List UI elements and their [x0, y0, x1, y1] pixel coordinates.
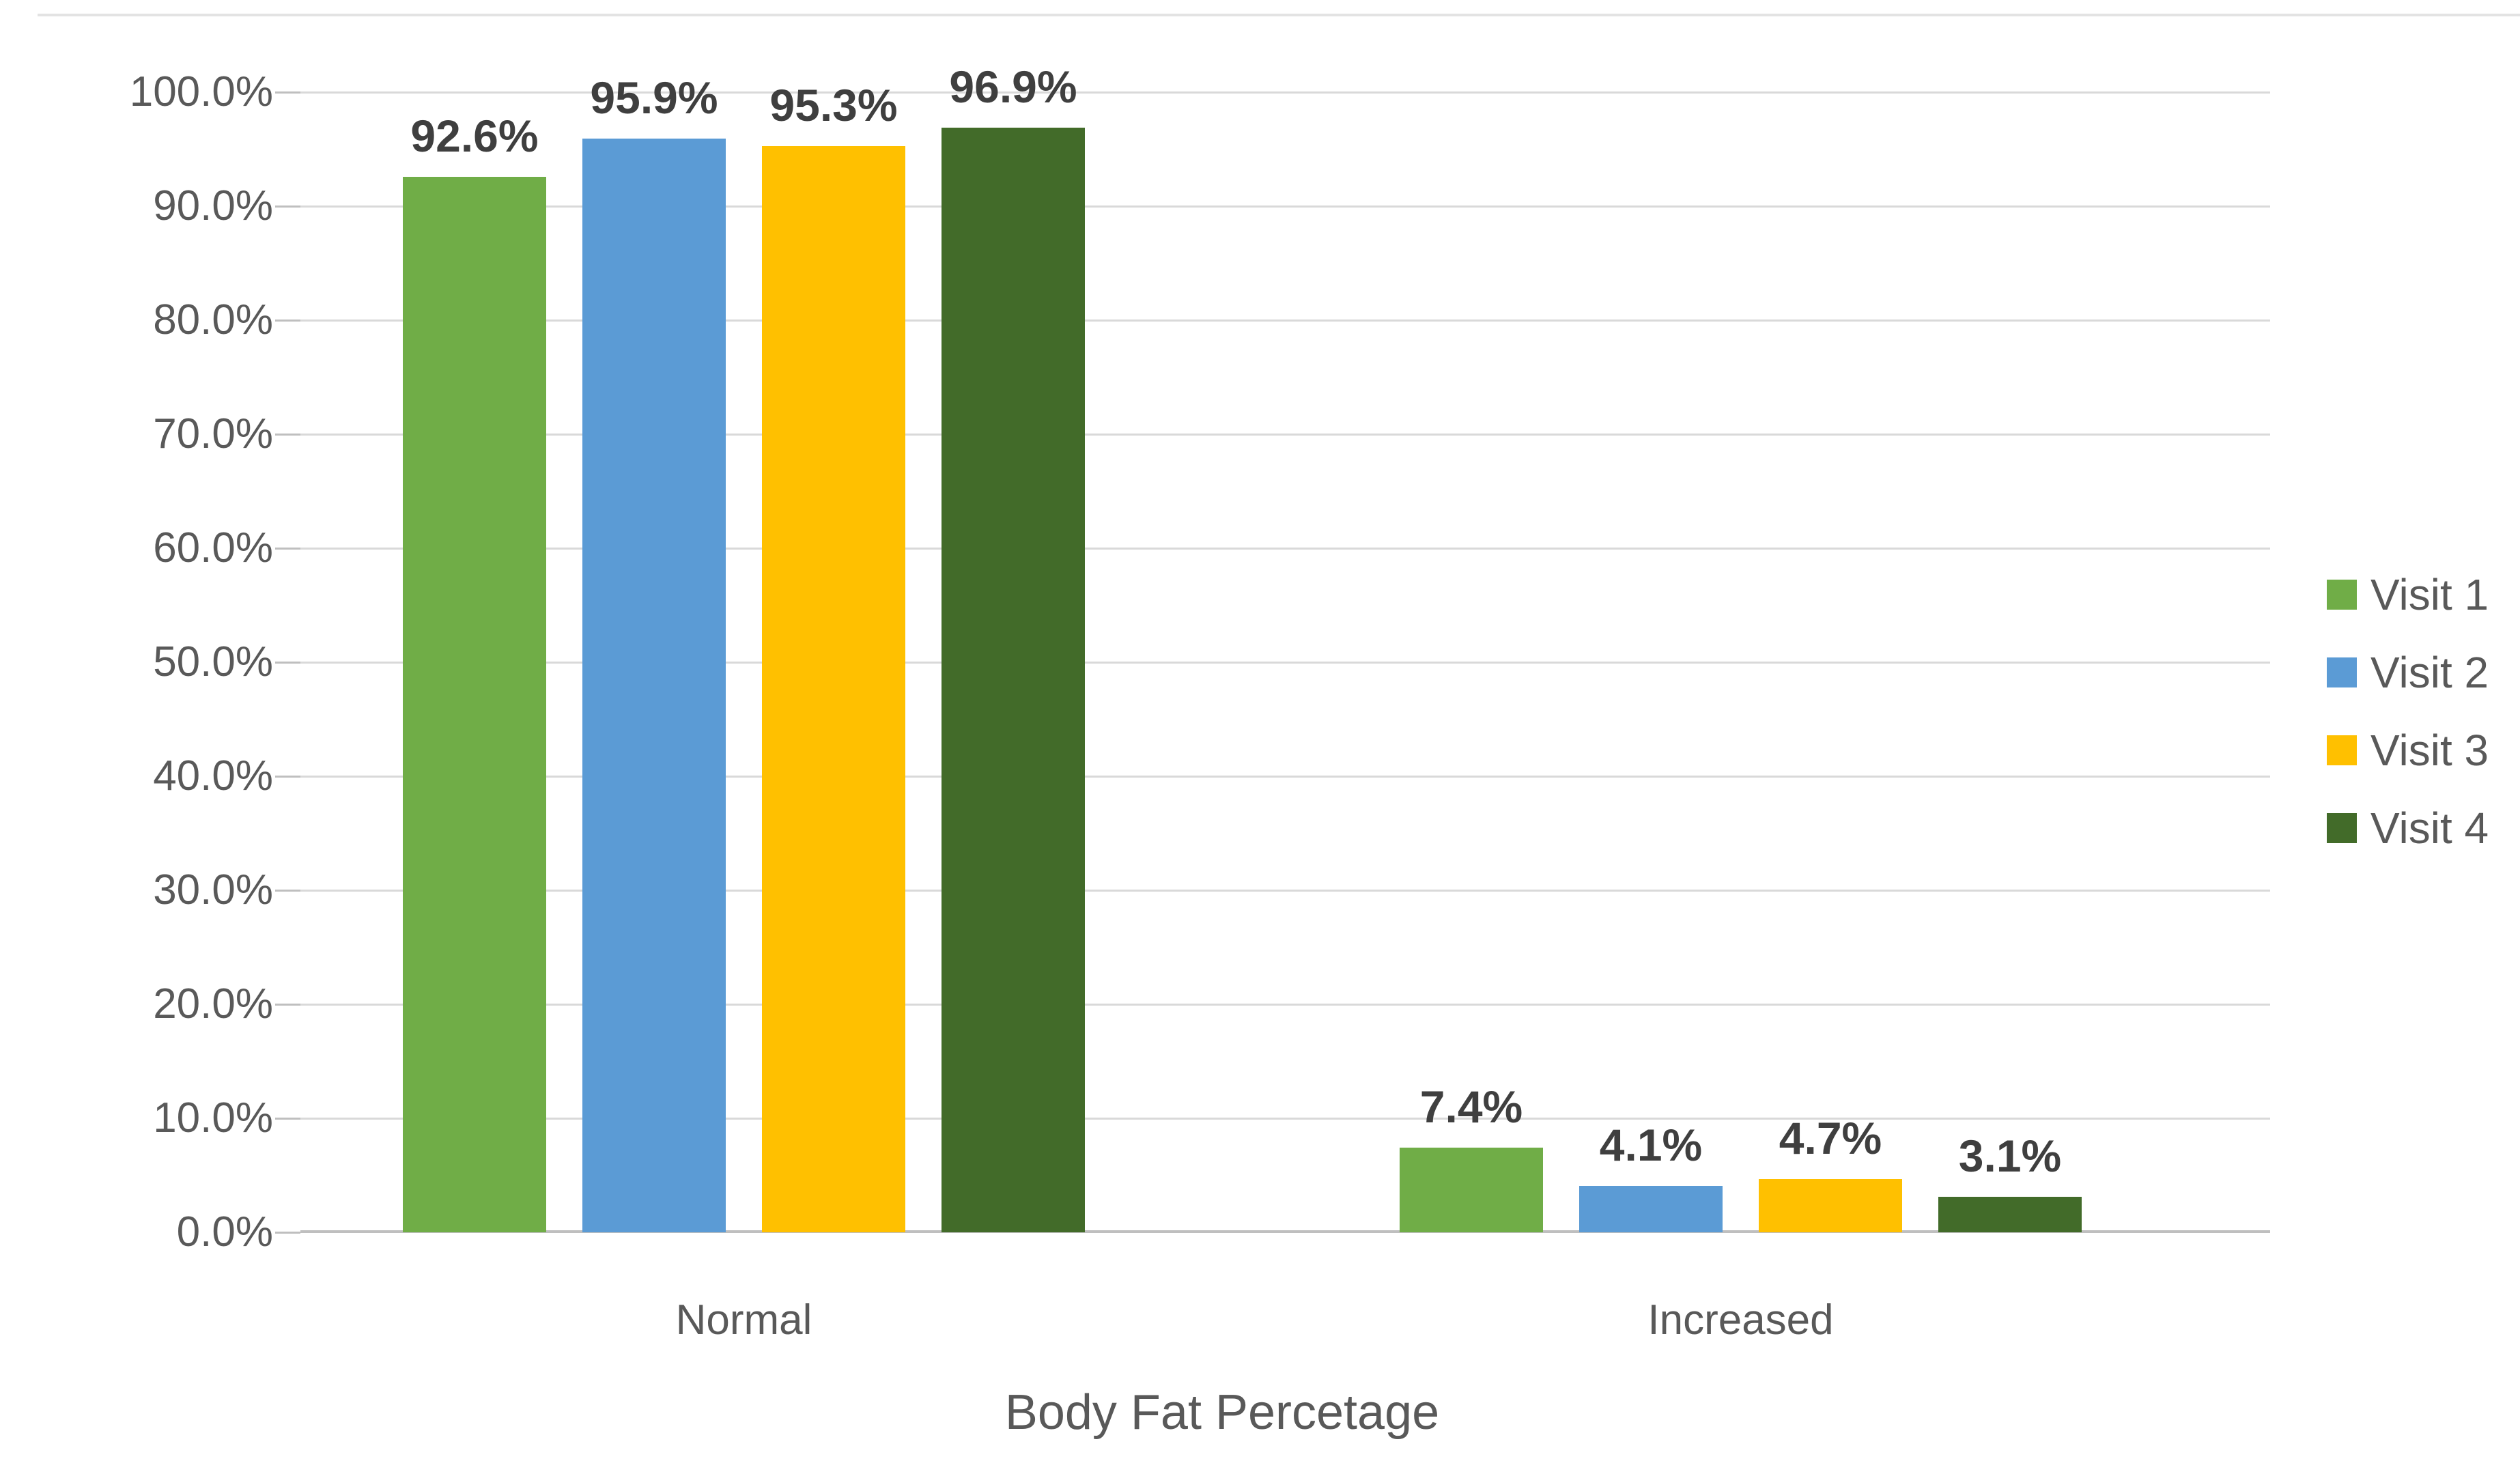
bar: 4.1% — [1579, 1120, 1723, 1232]
y-tick-label: 0.0% — [176, 1208, 273, 1256]
legend-swatch — [2327, 580, 2357, 610]
bar-value-label: 95.3% — [769, 79, 898, 130]
y-tick-mark — [275, 889, 300, 892]
y-tick-label: 30.0% — [153, 866, 273, 913]
bar-group: 92.6% 95.9% 95.3% 96.9% — [403, 61, 1085, 1232]
legend-label: Visit 3 — [2370, 726, 2489, 775]
bar-value-label: 7.4% — [1419, 1081, 1523, 1133]
gridline — [300, 661, 2270, 664]
bar-group: 7.4% 4.1% 4.7% 3.1% — [1400, 1081, 2082, 1232]
y-tick-label: 70.0% — [153, 410, 273, 457]
bar: 3.1% — [1938, 1131, 2082, 1232]
chart-top-border — [38, 14, 2520, 16]
legend-label: Visit 2 — [2370, 648, 2489, 697]
legend-swatch — [2327, 735, 2357, 765]
gridline — [300, 1117, 2270, 1120]
y-tick-label: 60.0% — [153, 524, 273, 571]
legend-label: Visit 4 — [2370, 804, 2489, 853]
legend-item: Visit 2 — [2327, 648, 2489, 697]
x-axis-title: Body Fat Percetage — [1004, 1385, 1440, 1440]
category-label: Normal — [675, 1296, 812, 1344]
bar: 4.7% — [1759, 1113, 1902, 1232]
y-tick-mark — [275, 205, 300, 208]
bar-value-label: 4.7% — [1779, 1112, 1882, 1163]
y-tick-mark — [275, 1003, 300, 1006]
gridline — [300, 433, 2270, 436]
y-tick-mark — [275, 91, 300, 94]
y-tick-label: 100.0% — [129, 68, 273, 115]
legend-item: Visit 1 — [2327, 570, 2489, 619]
y-tick-label: 50.0% — [153, 638, 273, 685]
y-tick-label: 10.0% — [153, 1094, 273, 1141]
legend-label: Visit 1 — [2370, 570, 2489, 619]
y-tick-mark — [275, 775, 300, 778]
plot-area: 92.6% 95.9% 95.3% 96.9% 7.4% 4.1% 4.7% 3.1% — [300, 61, 2270, 1233]
gridline — [300, 889, 2270, 892]
gridline — [300, 1003, 2270, 1006]
bar: 95.3% — [762, 80, 905, 1232]
y-tick-mark — [275, 433, 300, 436]
y-tick-mark — [275, 319, 300, 322]
y-tick-label: 80.0% — [153, 296, 273, 343]
y-tick-label: 90.0% — [153, 182, 273, 229]
gridline — [300, 205, 2270, 208]
y-tick-mark — [275, 1231, 300, 1234]
gridline — [300, 319, 2270, 322]
x-axis-line — [300, 1230, 2270, 1233]
bar-value-label: 96.9% — [949, 61, 1077, 112]
legend-swatch — [2327, 657, 2357, 687]
bar: 96.9% — [942, 61, 1085, 1232]
y-tick-mark — [275, 547, 300, 550]
gridline — [300, 547, 2270, 550]
category-label: Increased — [1647, 1296, 1834, 1344]
legend-swatch — [2327, 813, 2357, 843]
bar-value-label: 95.9% — [590, 72, 718, 124]
y-tick-mark — [275, 661, 300, 664]
bar-value-label: 92.6% — [410, 110, 539, 161]
legend-item: Visit 4 — [2327, 804, 2489, 853]
bar: 92.6% — [403, 111, 546, 1232]
y-tick-label: 20.0% — [153, 980, 273, 1027]
legend: Visit 1 Visit 2 Visit 3 Visit 4 — [2327, 570, 2489, 853]
bar: 95.9% — [582, 72, 726, 1232]
bar: 7.4% — [1400, 1081, 1543, 1232]
bar-value-label: 4.1% — [1599, 1119, 1703, 1170]
y-tick-mark — [275, 1117, 300, 1120]
y-tick-label: 40.0% — [153, 752, 273, 799]
gridline — [300, 91, 2270, 94]
gridline — [300, 775, 2270, 778]
bar-value-label: 3.1% — [1958, 1131, 2062, 1182]
legend-item: Visit 3 — [2327, 726, 2489, 775]
